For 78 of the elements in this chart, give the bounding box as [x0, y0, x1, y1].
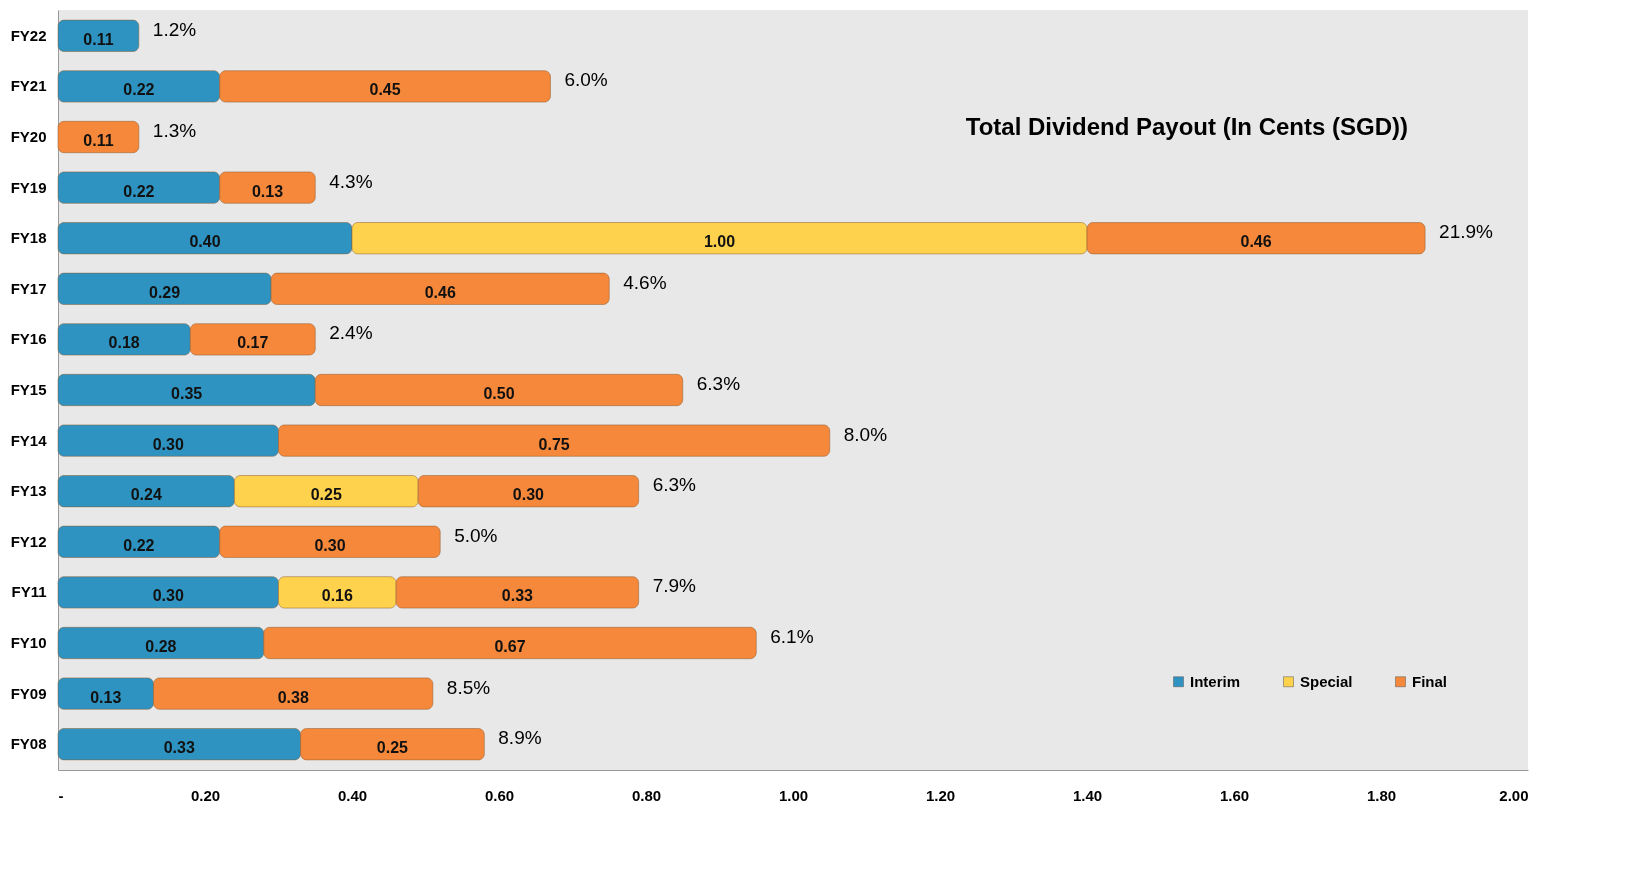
data-label: 0.40: [189, 233, 221, 251]
legend-label: Special: [1300, 672, 1353, 690]
y-tick-label: FY22: [10, 26, 47, 44]
y-tick-label: FY15: [10, 381, 47, 398]
x-tick-label: 0.60: [484, 786, 515, 804]
y-tick-label: FY09: [10, 684, 47, 702]
data-label: 0.18: [108, 334, 140, 352]
data-label: 0.13: [90, 688, 122, 706]
y-tick-label: FY13: [10, 482, 47, 500]
x-tick-label: 1.80: [1366, 786, 1397, 804]
data-label: 0.22: [123, 81, 155, 99]
legend-label: Final: [1412, 672, 1448, 690]
x-tick-label: 2.00: [1499, 786, 1529, 804]
annotation: 6.3%: [696, 373, 741, 394]
x-tick-label: 0.40: [337, 786, 368, 804]
data-label: 0.35: [171, 385, 203, 402]
annotation: 2.4%: [329, 322, 373, 344]
annotation: 21.9%: [1439, 221, 1494, 243]
y-tick-label: FY18: [10, 229, 47, 247]
data-label: 0.30: [152, 435, 184, 453]
annotation: 6.1%: [770, 626, 814, 647]
y-tick-label: FY21: [10, 77, 47, 95]
data-label: 0.46: [1240, 233, 1272, 251]
annotation: 1.2%: [152, 18, 197, 40]
x-tick-label: 1.40: [1072, 786, 1103, 804]
bar: [57, 19, 140, 52]
annotation: 1.3%: [152, 120, 197, 141]
data-label: 0.28: [145, 638, 177, 655]
data-label: 0.46: [424, 283, 456, 301]
y-tick-label: FY20: [10, 128, 47, 145]
data-label: 0.67: [494, 638, 526, 655]
data-label: 0.29: [149, 283, 181, 301]
data-label: 0.33: [501, 587, 534, 605]
x-tick-label: 1.60: [1219, 786, 1250, 804]
annotation: 6.0%: [564, 69, 608, 91]
y-tick-label: FY10: [10, 634, 47, 651]
x-tick-label: 1.20: [925, 786, 956, 804]
y-tick-label: FY08: [10, 735, 47, 753]
annotation: 5.0%: [454, 524, 498, 546]
data-label: 0.30: [512, 486, 545, 504]
x-tick-label: 0.20: [190, 786, 221, 804]
bar: [57, 121, 140, 153]
data-label: 0.30: [152, 587, 184, 605]
annotation: 4.6%: [623, 271, 667, 293]
x-tick-label: 0.80: [631, 786, 662, 804]
data-label: 0.17: [237, 334, 269, 352]
x-tick-label: 1.00: [778, 786, 809, 804]
y-tick-label: FY12: [10, 532, 47, 550]
data-label: 0.38: [277, 688, 309, 706]
annotation: 7.9%: [652, 575, 697, 597]
data-label: 0.30: [314, 536, 346, 554]
y-tick-label: FY11: [11, 583, 47, 601]
data-label: 0.25: [310, 486, 342, 504]
data-label: 0.50: [483, 385, 515, 402]
annotation: 8.0%: [843, 423, 888, 445]
data-label: 0.22: [123, 182, 155, 200]
data-label: 0.24: [130, 486, 162, 504]
data-label: 0.33: [163, 739, 195, 757]
y-tick-label: FY17: [10, 279, 47, 297]
data-label: 0.11: [83, 132, 114, 149]
data-label: 0.25: [376, 739, 409, 757]
y-tick-label: FY19: [10, 178, 47, 196]
y-tick-label: FY14: [10, 431, 48, 449]
data-label: 0.16: [321, 587, 353, 605]
data-label: 0.75: [538, 435, 570, 453]
legend-label: Interim: [1190, 672, 1241, 690]
text: Total Dividend Payout (In Cents (SGD)): [965, 113, 1408, 140]
annotation: 6.3%: [652, 474, 697, 496]
annotation: 8.5%: [446, 676, 491, 698]
data-label: 0.11: [83, 30, 114, 48]
annotation: 8.9%: [498, 727, 542, 749]
data-label: 1.00: [703, 233, 736, 251]
y-tick-label: FY16: [10, 330, 47, 348]
data-label: 0.45: [369, 81, 401, 99]
annotation: 4.3%: [329, 170, 373, 192]
x-tick-label: -: [58, 786, 64, 804]
data-label: 0.13: [251, 182, 284, 200]
data-label: 0.22: [123, 536, 155, 554]
